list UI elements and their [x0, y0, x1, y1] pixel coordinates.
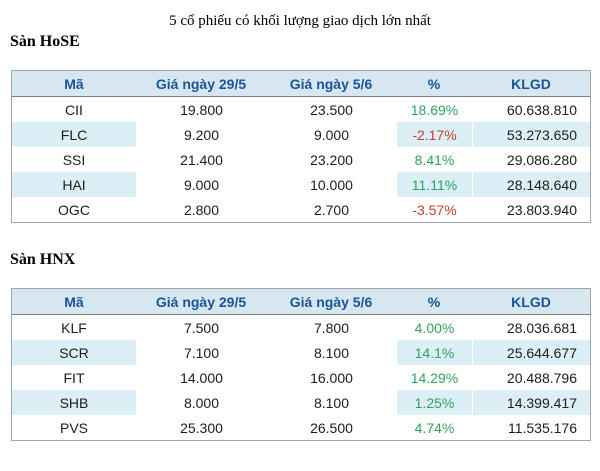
volume-cell: 53.273.650 [472, 122, 590, 147]
table-row: KLF 7.500 7.800 4.00% 28.036.681 [12, 315, 590, 340]
percent-cell: 4.74% [396, 415, 472, 440]
percent-cell: 8.41% [396, 147, 472, 172]
page-title: 5 cổ phiếu có khối lượng giao dịch lớn n… [169, 13, 431, 29]
price-cell: 7.800 [266, 315, 396, 340]
ticker-cell: PVS [59, 419, 88, 436]
price-cell: 2.800 [136, 197, 266, 222]
column-header-pct: % [396, 71, 472, 97]
percent-cell: -2.17% [396, 122, 472, 147]
price-cell: 9.000 [136, 172, 266, 197]
ticker-cell: CII [65, 101, 83, 118]
price-cell: 23.200 [266, 147, 396, 172]
table-header-row: Mã Giá ngày 29/5 Giá ngày 5/6 % KLGD [12, 289, 590, 315]
price-cell: 8.100 [266, 390, 396, 415]
ticker-cell: FIT [63, 369, 85, 386]
ticker-cell: OGC [58, 201, 90, 218]
column-header-ma: Mã [12, 71, 136, 97]
column-header-ma: Mã [12, 289, 136, 315]
table-row: OGC 2.800 2.700 -3.57% 23.803.940 [12, 197, 590, 222]
price-cell: 16.000 [266, 365, 396, 390]
volume-cell: 25.644.677 [472, 340, 590, 365]
table-row: SHB 8.000 8.100 1.25% 14.399.417 [12, 390, 590, 415]
volume-cell: 20.488.796 [472, 365, 590, 390]
column-header-klgd: KLGD [472, 71, 590, 97]
section-label-hnx: Sàn HNX [10, 251, 76, 268]
price-cell: 19.800 [136, 97, 266, 122]
column-header-gia1: Giá ngày 29/5 [136, 71, 266, 97]
price-cell: 9.000 [266, 122, 396, 147]
column-header-pct: % [396, 289, 472, 315]
volume-cell: 60.638.810 [472, 97, 590, 122]
price-cell: 26.500 [266, 415, 396, 440]
table-row: HAI 9.000 10.000 11.11% 28.148.640 [12, 172, 590, 197]
section-label-hose: Sàn HoSE [10, 33, 80, 50]
price-cell: 7.100 [136, 340, 266, 365]
price-cell: 7.500 [136, 315, 266, 340]
price-cell: 25.300 [136, 415, 266, 440]
volume-cell: 23.803.940 [472, 197, 590, 222]
price-cell: 14.000 [136, 365, 266, 390]
volume-cell: 11.535.176 [472, 415, 590, 440]
stock-table-hose: Mã Giá ngày 29/5 Giá ngày 5/6 % KLGD CII… [11, 70, 591, 223]
table-row: FIT 14.000 16.000 14.29% 20.488.796 [12, 365, 590, 390]
percent-cell: 14.29% [396, 365, 472, 390]
percent-cell: 11.11% [396, 172, 472, 197]
ticker-cell: HAI [12, 172, 136, 197]
volume-cell: 28.148.640 [472, 172, 590, 197]
price-cell: 8.000 [136, 390, 266, 415]
table-row: PVS 25.300 26.500 4.74% 11.535.176 [12, 415, 590, 440]
price-cell: 10.000 [266, 172, 396, 197]
ticker-cell: FLC [12, 122, 136, 147]
volume-cell: 29.086.280 [472, 147, 590, 172]
ticker-cell: SHB [12, 390, 136, 415]
column-header-gia1: Giá ngày 29/5 [136, 289, 266, 315]
percent-cell: 1.25% [396, 390, 472, 415]
percent-cell: 14.1% [396, 340, 472, 365]
percent-cell: -3.57% [396, 197, 472, 222]
table-row: SCR 7.100 8.100 14.1% 25.644.677 [12, 340, 590, 365]
volume-cell: 28.036.681 [472, 315, 590, 340]
percent-cell: 4.00% [396, 315, 472, 340]
table-header-row: Mã Giá ngày 29/5 Giá ngày 5/6 % KLGD [12, 71, 590, 97]
price-cell: 21.400 [136, 147, 266, 172]
ticker-cell: SSI [62, 151, 86, 168]
price-cell: 23.500 [266, 97, 396, 122]
price-cell: 9.200 [136, 122, 266, 147]
table-row: FLC 9.200 9.000 -2.17% 53.273.650 [12, 122, 590, 147]
price-cell: 2.700 [266, 197, 396, 222]
table-row: SSI 21.400 23.200 8.41% 29.086.280 [12, 147, 590, 172]
volume-cell: 14.399.417 [472, 390, 590, 415]
ticker-cell: SCR [12, 340, 136, 365]
percent-cell: 18.69% [396, 97, 472, 122]
stock-table-hnx: Mã Giá ngày 29/5 Giá ngày 5/6 % KLGD KLF… [11, 288, 591, 441]
table-row: CII 19.800 23.500 18.69% 60.638.810 [12, 97, 590, 122]
column-header-klgd: KLGD [472, 289, 590, 315]
price-cell: 8.100 [266, 340, 396, 365]
ticker-cell: KLF [61, 319, 87, 336]
column-header-gia2: Giá ngày 5/6 [266, 289, 396, 315]
column-header-gia2: Giá ngày 5/6 [266, 71, 396, 97]
